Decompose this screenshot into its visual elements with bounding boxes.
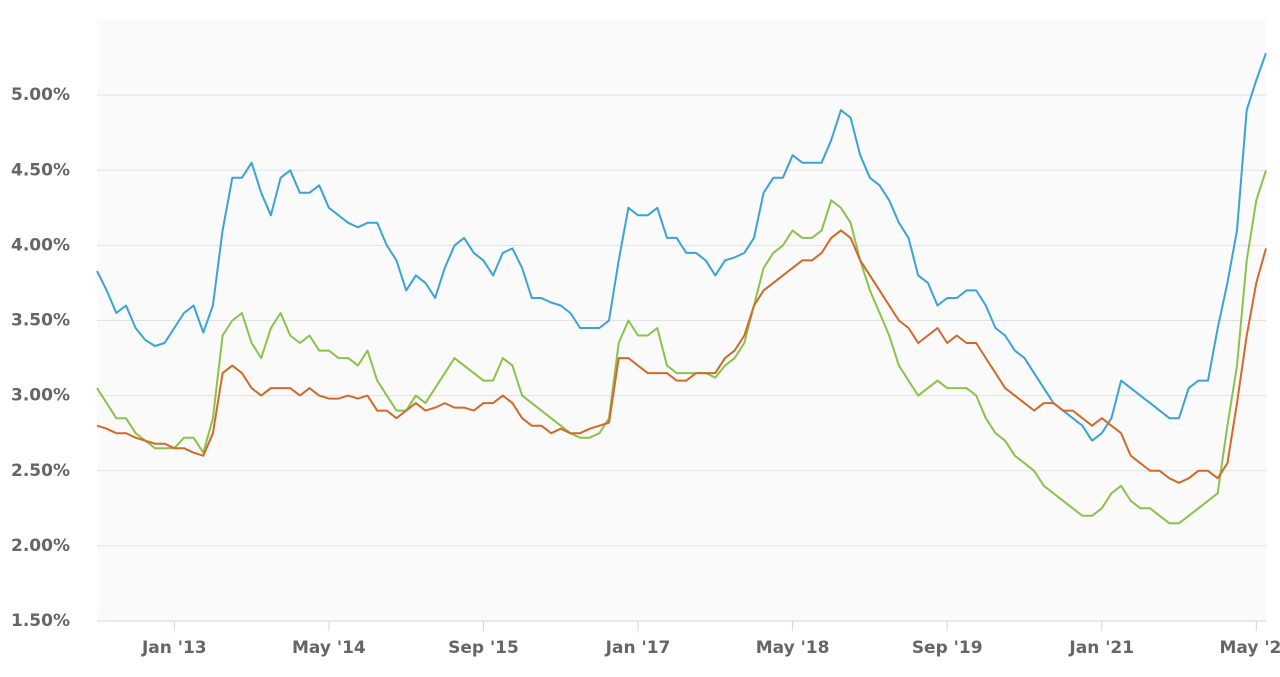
y-tick-label: 5.00%	[11, 85, 70, 105]
x-tick-label: Jan '13	[141, 638, 207, 658]
series-line	[96, 52, 1267, 442]
series-line	[96, 229, 1267, 484]
x-tick-label: May '18	[756, 638, 830, 658]
y-tick-label: 1.50%	[11, 611, 70, 631]
x-tick-label: Jan '21	[1068, 638, 1134, 658]
y-tick-label: 3.50%	[11, 311, 70, 331]
y-tick-label: 2.00%	[11, 536, 70, 556]
x-tick-label: May '22	[1219, 638, 1280, 658]
x-tick-label: May '14	[292, 638, 366, 658]
x-tick-label: Sep '19	[912, 638, 983, 658]
y-tick-label: 4.00%	[11, 235, 70, 255]
x-tick-label: Jan '17	[605, 638, 671, 658]
y-tick-label: 2.50%	[11, 461, 70, 481]
x-tick-label: Sep '15	[448, 638, 519, 658]
y-tick-label: 4.50%	[11, 160, 70, 180]
series-line	[96, 169, 1267, 525]
y-tick-label: 3.00%	[11, 386, 70, 406]
